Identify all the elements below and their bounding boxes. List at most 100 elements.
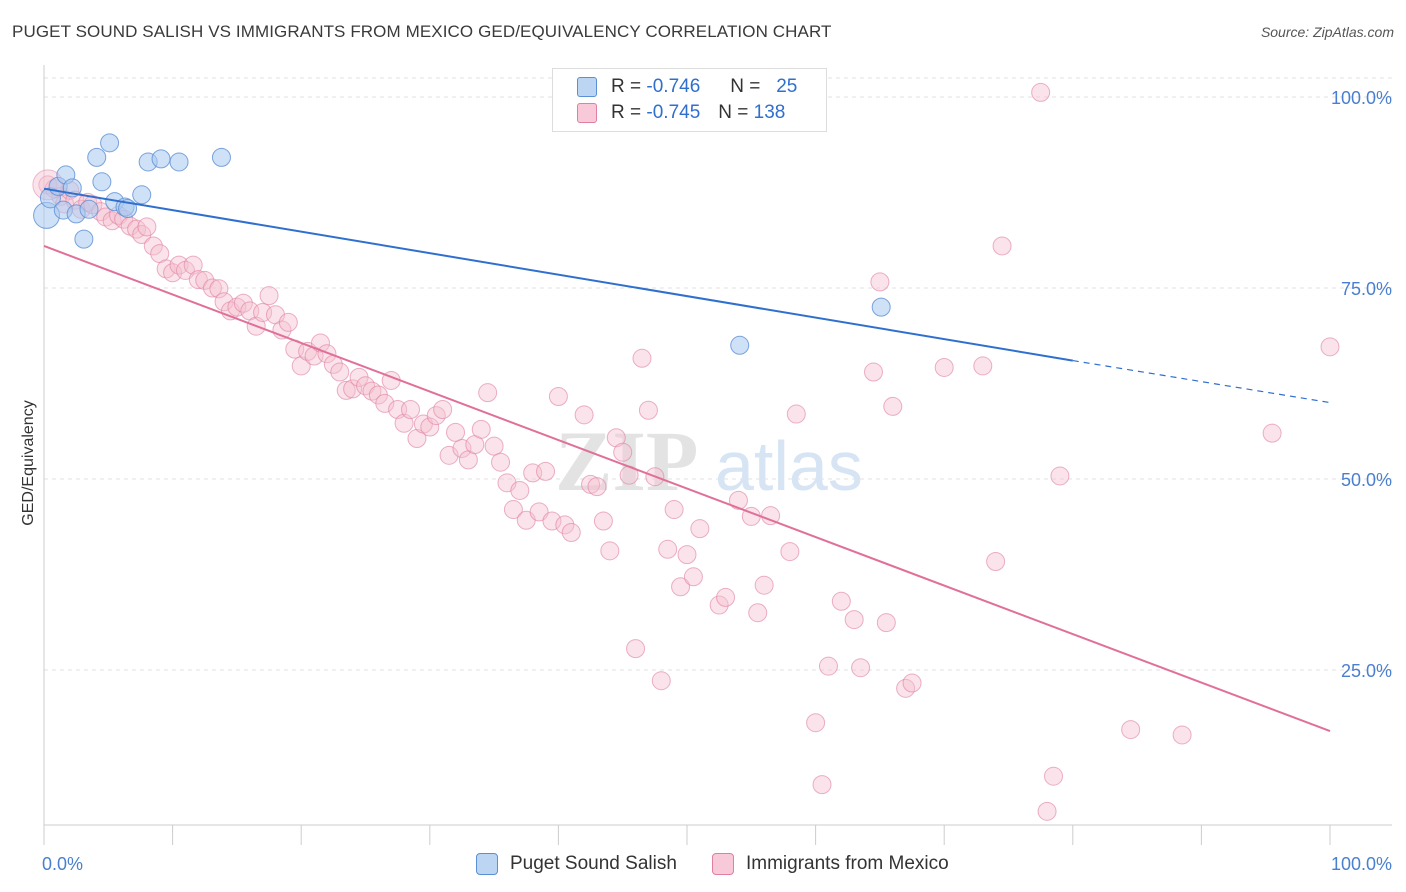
data-point-mexico [870, 272, 890, 292]
data-point-mexico [536, 461, 556, 481]
data-point-mexico [471, 419, 491, 439]
data-point-mexico [452, 438, 472, 458]
data-point-mexico [632, 348, 652, 368]
data-point-mexico [1320, 337, 1340, 357]
data-point-mexico [233, 293, 253, 313]
data-point-mexico [202, 278, 222, 298]
y-tick-label: 100.0% [1331, 88, 1392, 108]
data-point-mexico [664, 500, 684, 520]
data-point-mexico [548, 386, 568, 406]
data-point-mexico [992, 236, 1012, 256]
x-tick-labels: 0.0% 100.0% [42, 854, 1392, 874]
data-point-puget [871, 297, 891, 317]
data-point-mexico [683, 567, 703, 587]
legend-r-label: R = [611, 102, 642, 123]
data-point-mexico [214, 292, 234, 312]
legend-n-value: 25 [776, 76, 798, 97]
data-point-mexico [259, 286, 279, 306]
data-point-mexico [1050, 466, 1070, 486]
legend-row-puget: R = -0.746 N = 25 [577, 74, 797, 100]
data-point-puget [730, 335, 750, 355]
bottom-legend-puget: Puget Sound Salish [476, 852, 677, 876]
bottom-legend-label-mexico: Immigrants from Mexico [746, 853, 949, 874]
data-point-mexico [574, 405, 594, 425]
data-point-mexico [407, 429, 427, 449]
legend-n-label: N = [718, 102, 749, 123]
data-point-mexico [716, 587, 736, 607]
data-point-mexico [748, 603, 768, 623]
data-point-mexico [876, 613, 896, 633]
data-point-mexico [491, 452, 511, 472]
data-point-puget [74, 229, 94, 249]
data-point-mexico [188, 270, 208, 290]
data-point-mexico [831, 591, 851, 611]
data-point-mexico [278, 312, 298, 332]
trend-line-puget [43, 187, 1073, 362]
trend-line-mexico [43, 245, 1331, 733]
legend-r-value: -0.746 [646, 76, 701, 97]
data-point-mexico [336, 380, 356, 400]
data-point-mexico [529, 502, 549, 522]
gridlines [44, 77, 1392, 671]
data-point-mexico [593, 511, 613, 531]
data-point-mexico [613, 442, 633, 462]
data-point-mexico [986, 552, 1006, 572]
data-point-mexico [851, 658, 871, 678]
data-point-mexico [844, 610, 864, 630]
data-point-mexico [484, 436, 504, 456]
chart-source: Source: ZipAtlas.com [1260, 24, 1394, 40]
data-point-puget [211, 147, 231, 167]
data-point-mexico [973, 356, 993, 376]
data-point-mexico [934, 357, 954, 377]
data-point-mexico [143, 236, 163, 256]
watermark-atlas: atlas [715, 427, 863, 505]
data-point-mexico [1121, 720, 1141, 740]
data-point-mexico [330, 362, 350, 382]
legend-r-value: -0.745 [646, 102, 701, 123]
data-point-mexico [677, 545, 697, 565]
data-point-mexico [638, 400, 658, 420]
data-point-mexico [671, 577, 691, 597]
legend-swatch-puget [577, 77, 597, 97]
data-point-mexico [902, 673, 922, 693]
data-point-mexico [818, 656, 838, 676]
bottom-legend-mexico: Immigrants from Mexico [712, 852, 949, 876]
data-point-mexico [626, 639, 646, 659]
data-point-mexico [195, 270, 215, 290]
data-point-puget [79, 199, 99, 219]
series-immigrants-from-mexico [32, 82, 1340, 821]
data-point-mexico [863, 362, 883, 382]
data-point-mexico [555, 515, 575, 535]
data-point-mexico [1037, 801, 1057, 821]
y-tick-label: 75.0% [1341, 279, 1392, 299]
bottom-legend-label-puget: Puget Sound Salish [510, 853, 677, 874]
legend-row-mexico: R = -0.745 N = 138 [577, 100, 785, 126]
y-tick-label: 50.0% [1341, 470, 1392, 490]
data-point-mexico [786, 404, 806, 424]
data-point-mexico [690, 519, 710, 539]
data-point-mexico [291, 356, 311, 376]
data-point-mexico [446, 422, 466, 442]
data-point-mexico [658, 539, 678, 559]
bottom-legend-swatch-puget [476, 853, 498, 875]
y-tick-label: 25.0% [1341, 661, 1392, 681]
data-point-mexico [587, 477, 607, 497]
watermark: ZIP atlas [555, 413, 863, 509]
data-point-mexico [1031, 82, 1051, 102]
data-point-mexico [896, 678, 916, 698]
data-point-mexico [343, 379, 363, 399]
data-point-mexico [812, 775, 832, 795]
data-point-mexico [478, 383, 498, 403]
data-point-mexico [420, 417, 440, 437]
data-point-mexico [883, 396, 903, 416]
data-point-mexico [503, 500, 523, 520]
data-point-puget [151, 149, 171, 169]
data-point-mexico [433, 399, 453, 419]
data-point-mexico [137, 217, 157, 237]
data-point-mexico [651, 671, 671, 691]
data-point-mexico [561, 522, 581, 542]
legend-swatch-mexico [577, 103, 597, 123]
data-point-puget [169, 152, 189, 172]
data-point-mexico [600, 541, 620, 561]
